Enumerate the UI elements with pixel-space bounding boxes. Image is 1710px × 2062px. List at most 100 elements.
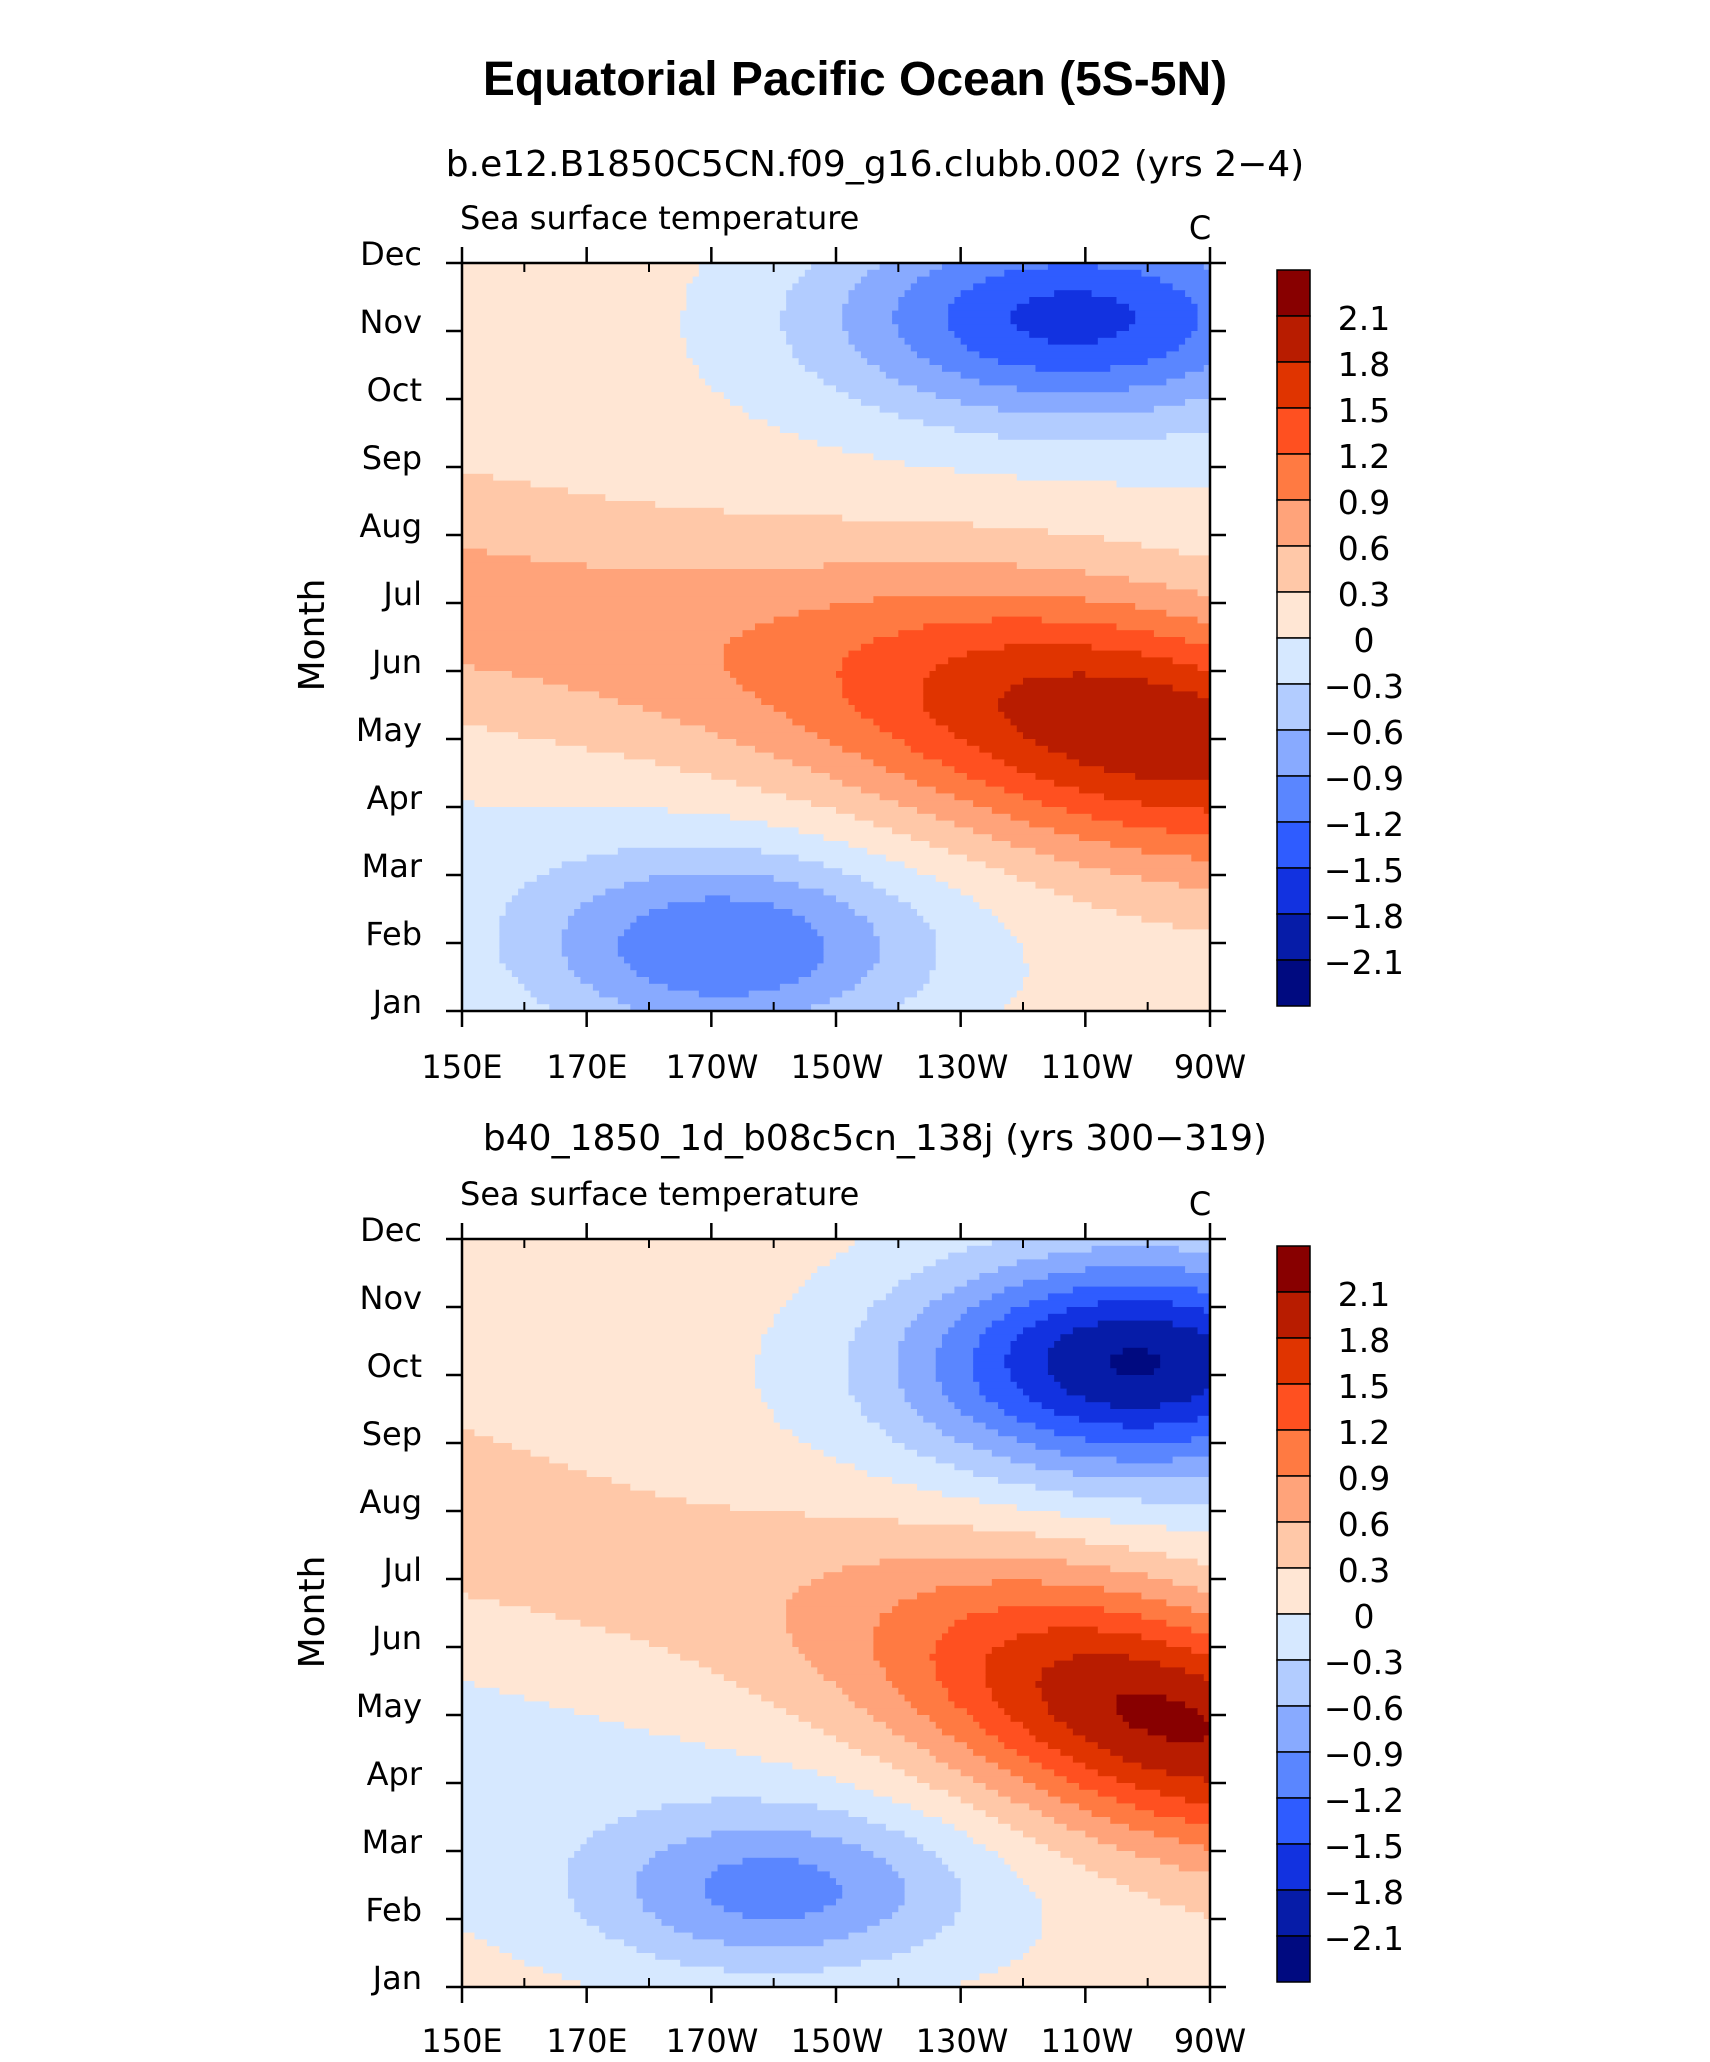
panel-1-contour-cell [698, 990, 750, 998]
panel-1-contour-cell [1191, 297, 1211, 305]
panel-2-contour-cell [1085, 1762, 1143, 1770]
panel-2-contour-cell [1072, 1490, 1211, 1498]
panel-1-contour-cell [1047, 528, 1211, 536]
panel-2-contour-cell [948, 1327, 987, 1335]
panel-2-contour-cell [1191, 1395, 1211, 1403]
panel-2-contour-cell [605, 1932, 694, 1940]
panel-2-contour-cell [848, 1361, 899, 1369]
panel-1-contour-cell [904, 337, 962, 346]
panel-2-contour-cell [1141, 1592, 1211, 1600]
colorbar-1-box [1276, 729, 1311, 777]
panel-1-contour-cell [898, 378, 980, 386]
panel-1-contour-cell [462, 684, 569, 692]
panel-2-contour-cell [935, 1755, 987, 1764]
panel-1-contour-cell [954, 732, 1024, 740]
panel-2-contour-cell [786, 1626, 874, 1634]
panel-2-contour-cell [923, 1810, 987, 1818]
panel-1-contour-cell [773, 875, 862, 883]
panel-2-contour-cell [985, 1327, 1024, 1335]
panel-1-contour-cell [1178, 881, 1211, 890]
panel-1-contour-cell [860, 711, 931, 720]
panel-2-x-tick-label-170e: 170E [546, 2022, 627, 2060]
panel-1-contour-cell [1085, 596, 1211, 604]
panel-2-contour-cell [574, 1851, 656, 1859]
panel-2-contour-cell [1029, 1946, 1211, 1954]
panel-2-contour-cell [836, 1252, 949, 1260]
panel-1-contour-cell [1016, 990, 1211, 998]
panel-2-contour-cell [917, 1409, 962, 1417]
panel-1-y-tick-label-sep: Sep [362, 439, 422, 477]
panel-1-contour-cell [898, 630, 1155, 638]
panel-2-contour-cell [711, 1871, 831, 1879]
panel-2-contour-cell [811, 1660, 881, 1668]
colorbar-1-box [1276, 499, 1311, 547]
panel-1-contour-cell [1023, 977, 1211, 985]
panel-2-contour-cell [1085, 1266, 1186, 1274]
panel-2-contour-cell [804, 1912, 893, 1920]
panel-2-contour-cell [661, 1919, 881, 1927]
panel-2-contour-cell [860, 1959, 1012, 1968]
panel-2-contour-cell [1110, 1565, 1211, 1573]
panel-2-contour-cell [836, 1878, 906, 1886]
panel-2-contour-cell [1060, 1511, 1211, 1519]
panel-1-contour-cell [462, 426, 781, 434]
panel-1-contour-cell [948, 317, 1012, 325]
panel-1-contour-cell [462, 718, 681, 726]
panel-2-contour-cell [462, 1776, 837, 1784]
panel-2-contour-cell [973, 1361, 1005, 1369]
panel-1-contour-cell [462, 739, 557, 747]
panel-1-contour-cell [798, 977, 862, 985]
panel-2-contour-cell [842, 1885, 906, 1893]
panel-2-contour-cell [998, 1851, 1061, 1859]
panel-2-contour-cell [462, 1919, 588, 1927]
panel-2-contour-cell [1178, 1245, 1211, 1254]
panel-1-contour-cell [462, 793, 787, 801]
panel-1-contour-cell [836, 385, 918, 393]
panel-2-contour-cell [698, 1660, 812, 1668]
panel-2-contour-cell [898, 1687, 949, 1696]
panel-2-contour-cell [1010, 1959, 1211, 1968]
panel-1-contour-cell [499, 949, 563, 958]
panel-1-contour-cell [917, 909, 993, 917]
panel-1-contour-cell [742, 684, 843, 692]
panel-2-contour-cell [935, 1347, 974, 1356]
panel-1-contour-cell [493, 473, 1018, 482]
panel-1-contour-cell [935, 949, 1024, 958]
panel-2-contour-cell [524, 1694, 762, 1702]
panel-1-contour-cell [1141, 915, 1211, 924]
panel-1-contour-cell [1047, 263, 1099, 271]
panel-1-x-tick-label-110w: 110W [1041, 1048, 1134, 1086]
panel-1-contour-cell [804, 915, 868, 924]
panel-1-contour-cell [823, 834, 912, 842]
panel-1-contour-cell [954, 331, 1030, 339]
panel-1-contour-cell [1185, 290, 1211, 298]
panel-2-contour-cell [904, 1443, 974, 1451]
panel-2-contour-cell [642, 1864, 719, 1872]
panel-1-contour-cell [885, 371, 962, 380]
panel-1-contour-cell [1166, 351, 1211, 359]
panel-2-contour-cell [1041, 1925, 1211, 1934]
panel-1-contour-cell [991, 752, 1068, 760]
panel-1-contour-cell [842, 657, 949, 665]
panel-2-contour-cell [836, 1776, 918, 1784]
panel-2-contour-cell [462, 1653, 681, 1662]
panel-2-contour-cell [1035, 1463, 1211, 1471]
panel-1-contour-cell [879, 405, 999, 414]
panel-1-contour-cell [462, 487, 569, 495]
panel-1-contour-cell [929, 358, 999, 366]
panel-2-contour-cell [991, 1239, 1211, 1247]
panel-1-contour-cell [462, 371, 700, 380]
panel-2-contour-cell [786, 1606, 893, 1614]
panel-1-contour-cell [960, 337, 1049, 346]
panel-2-contour-cell [773, 1313, 868, 1322]
panel-2-x-tick-label-150e: 150E [421, 2022, 502, 2060]
panel-2-contour-cell [723, 1966, 825, 1974]
panel-2-contour-cell [1116, 1708, 1199, 1716]
panel-1-contour-cell [499, 936, 563, 944]
panel-2-contour-cell [1004, 1286, 1074, 1294]
panel-1-contour-cell [754, 691, 843, 699]
panel-2-contour-cell [792, 1762, 893, 1770]
panel-1-contour-cell [1203, 263, 1211, 271]
panel-2-contour-cell [667, 1647, 800, 1655]
panel-2-contour-cell [462, 1490, 656, 1498]
